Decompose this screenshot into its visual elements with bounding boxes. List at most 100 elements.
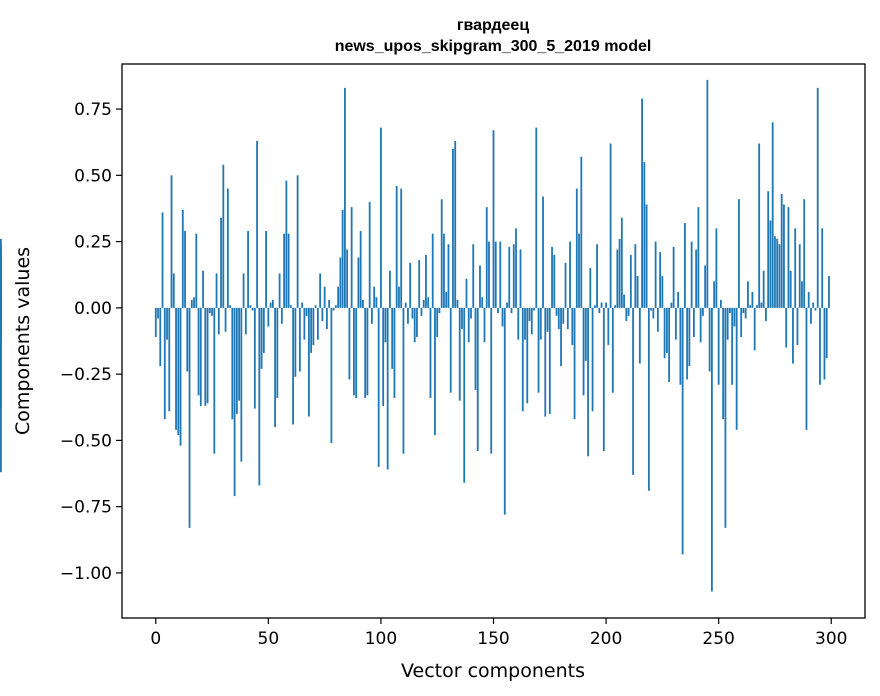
bar-81 <box>337 286 340 308</box>
bar-235 <box>683 223 686 308</box>
bar-227 <box>665 307 668 353</box>
y-axis-ticks: −1.00 −0.75 −0.50 −0.25 0.00 0.25 0.50 0.75 <box>60 100 122 584</box>
bar-113 <box>409 262 412 308</box>
bar-185 <box>571 307 574 345</box>
bar-244 <box>704 265 707 308</box>
bar-94 <box>366 307 369 396</box>
bar-141 <box>472 244 475 308</box>
bar-0 <box>154 307 157 338</box>
x-axis-ticks: 0 50 100 150 200 250 300 <box>150 618 847 649</box>
bar-236 <box>686 307 689 380</box>
bar-233 <box>679 307 682 385</box>
x-tick-label: 200 <box>590 629 622 649</box>
bar-181 <box>562 307 565 324</box>
bar-182 <box>564 262 567 308</box>
bar-20 <box>199 307 202 406</box>
bar-142 <box>474 307 477 391</box>
plot-frame <box>121 63 866 619</box>
bar-91 <box>359 231 362 308</box>
bar-29 <box>220 217 222 308</box>
bar-99 <box>377 307 380 467</box>
bar-72 <box>316 307 319 340</box>
bar-273 <box>769 220 772 308</box>
bar-121 <box>427 297 430 308</box>
bar-28 <box>217 307 220 335</box>
bar-52 <box>271 299 274 308</box>
bar-192 <box>587 307 589 457</box>
bar-124 <box>434 307 436 436</box>
bar-147 <box>485 207 488 308</box>
bar-272 <box>767 191 770 308</box>
bar-166 <box>528 307 531 322</box>
bar-88 <box>353 307 355 396</box>
bar-205 <box>616 249 619 308</box>
bar-146 <box>483 307 486 343</box>
bar-165 <box>526 307 529 404</box>
bar-64 <box>298 307 301 372</box>
bar-251 <box>720 299 722 308</box>
bar-289 <box>805 307 808 430</box>
bar-193 <box>589 268 592 308</box>
bar-23 <box>206 307 209 404</box>
bar-undefined <box>0 307 2 409</box>
x-axis-label: Vector components <box>401 660 585 682</box>
bar-189 <box>580 156 583 308</box>
bar-57 <box>283 233 286 308</box>
bar-106 <box>393 307 396 398</box>
bar-176 <box>551 246 553 308</box>
bar-110 <box>402 307 405 454</box>
bar-45 <box>256 140 258 308</box>
x-tick-label: 300 <box>815 629 847 649</box>
bar-6 <box>168 307 171 412</box>
bar-90 <box>357 257 360 308</box>
bar-133 <box>454 140 457 308</box>
bar-50 <box>267 307 270 327</box>
bar-271 <box>765 307 767 322</box>
bar-108 <box>398 286 400 308</box>
bar-288 <box>803 199 806 308</box>
bar-253 <box>724 307 727 528</box>
bar-158 <box>510 307 513 314</box>
bar-195 <box>593 305 596 308</box>
bar-179 <box>557 307 560 330</box>
bar-285 <box>796 307 799 345</box>
bar-184 <box>569 241 571 308</box>
bar-102 <box>384 307 387 343</box>
bar-217 <box>643 162 646 308</box>
bar-series <box>0 79 830 592</box>
bar-243 <box>701 307 704 316</box>
bar-256 <box>731 307 734 385</box>
bar-247 <box>711 307 713 592</box>
bar-172 <box>542 196 544 308</box>
bar-126 <box>438 307 441 314</box>
bar-252 <box>722 307 725 420</box>
bar-111 <box>404 302 407 308</box>
bar-135 <box>458 307 461 401</box>
x-tick-label: 100 <box>365 629 397 649</box>
bar-178 <box>555 307 558 316</box>
bar-168 <box>533 307 535 311</box>
bar-237 <box>688 307 691 367</box>
bar-5 <box>166 307 168 340</box>
bar-30 <box>222 164 225 308</box>
bar-4 <box>163 307 166 420</box>
bar-47 <box>260 307 263 369</box>
bar-161 <box>517 307 520 340</box>
bar-180 <box>560 307 562 367</box>
bar-264 <box>749 305 752 308</box>
bar-66 <box>303 307 306 340</box>
bar-77 <box>328 299 331 308</box>
bar-219 <box>647 307 650 491</box>
bar-231 <box>674 307 677 340</box>
bar-92 <box>362 299 364 308</box>
bar-53 <box>274 307 276 428</box>
bar-59 <box>287 233 290 308</box>
bar-198 <box>600 302 603 308</box>
bar-153 <box>499 241 502 308</box>
y-axis-label: Components values <box>12 247 34 435</box>
x-tick-label: 250 <box>702 629 734 649</box>
bar-1 <box>157 307 159 319</box>
bar-262 <box>744 307 747 319</box>
y-tick-label: −0.50 <box>60 431 112 451</box>
